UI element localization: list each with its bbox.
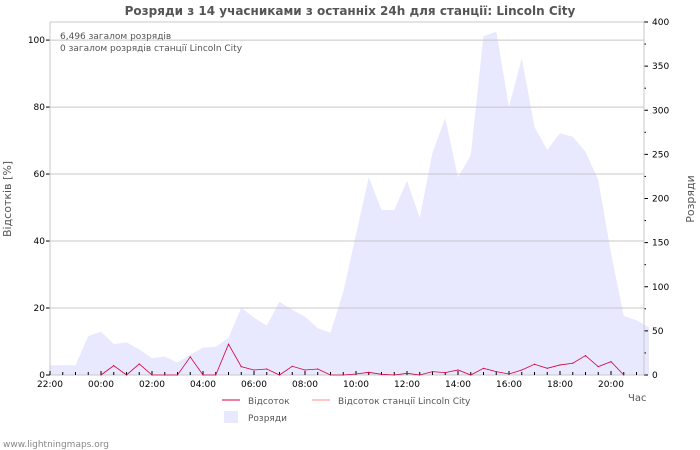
x-tick-label: 14:00 [445,380,471,390]
y-right-label: Розряди [684,175,697,223]
percent-point [240,366,242,368]
x-tick-label: 20:00 [598,380,624,390]
station-strikes-annotation: 0 загалом розрядів станції Lincoln City [60,44,243,54]
percent-point [393,374,395,376]
percent-point [189,356,191,358]
percent-point [597,366,599,368]
percent-point [100,374,102,376]
x-tick-label: 22:00 [37,380,63,390]
y-right-tick-label: 300 [652,106,669,116]
percent-point [482,367,485,369]
percent-point [572,362,574,364]
x-tick-label: 08:00 [292,380,318,390]
footer-link[interactable]: www.lightningmaps.org [3,440,109,450]
percent-point [151,374,153,376]
percent-point [533,363,536,365]
percent-point [610,361,612,363]
y-left-tick-label: 20 [34,304,46,314]
percent-point [176,374,179,376]
y-left-tick-label: 0 [39,371,45,381]
percent-point [342,374,344,376]
legend-label-strikes: Розряди [248,414,287,424]
y-right-tick-label: 200 [652,195,669,205]
percent-point [431,371,434,373]
y-left-tick-label: 60 [34,170,46,180]
percent-point [380,373,383,375]
legend-label-percent: Відсоток [248,397,290,407]
x-tick-label: 06:00 [241,380,267,390]
percent-point [202,374,204,376]
percent-point [406,372,408,374]
percent-point [291,365,293,367]
x-tick-label: 16:00 [496,380,522,390]
percent-point [355,373,357,375]
percent-point [329,374,332,376]
legend-label-station-percent: Відсоток станції Lincoln City [338,397,471,407]
percent-point [444,372,446,374]
percent-point [215,374,217,376]
y-right-tick-label: 250 [652,150,669,160]
y-left-label: Відсотків [%] [1,161,14,237]
y-right-tick-label: 400 [652,18,669,28]
percent-point [623,374,625,376]
percent-point [419,374,421,376]
x-tick-label: 02:00 [139,380,165,390]
x-tick-label: 00:00 [88,380,114,390]
percent-point [508,373,510,375]
percent-point [559,364,561,366]
percent-point [253,369,255,371]
percent-point [584,354,587,357]
total-strikes-annotation: 6,496 загалом розрядів [60,32,171,42]
y-right-tick-label: 100 [652,283,669,293]
x-axis-label: Час [628,393,646,404]
legend-swatch-strikes [224,411,238,423]
y-right-tick-label: 150 [652,239,669,249]
x-tick-label: 12:00 [394,380,420,390]
strikes-area [50,31,649,376]
y-right-tick-label: 50 [652,327,664,337]
x-tick-label: 18:00 [547,380,573,390]
y-right-tick-label: 0 [652,371,658,381]
percent-point [470,374,472,376]
percent-point [495,371,497,373]
y-left-tick-label: 80 [34,103,46,113]
percent-line [100,343,625,376]
percent-point [304,369,306,371]
percent-point [164,374,166,376]
percent-point [113,365,115,367]
percent-point [125,374,128,376]
x-tick-label: 10:00 [343,380,369,390]
percent-point [266,368,268,370]
percent-point [317,368,319,370]
y-right-tick-label: 350 [652,62,669,72]
legend: Відсоток Відсоток станції Lincoln City Р… [222,397,471,424]
percent-point [457,369,459,371]
percent-point [368,371,370,373]
percent-point [138,363,140,365]
percent-point [546,367,548,369]
y-left-tick-label: 40 [34,237,46,247]
percent-point [278,374,281,376]
percent-point [227,343,230,345]
percent-point [521,369,523,371]
chart-title: Розряди з 14 учасниками з останніх 24h д… [125,4,576,18]
y-left-tick-label: 100 [28,36,45,46]
x-tick-label: 04:00 [190,380,216,390]
